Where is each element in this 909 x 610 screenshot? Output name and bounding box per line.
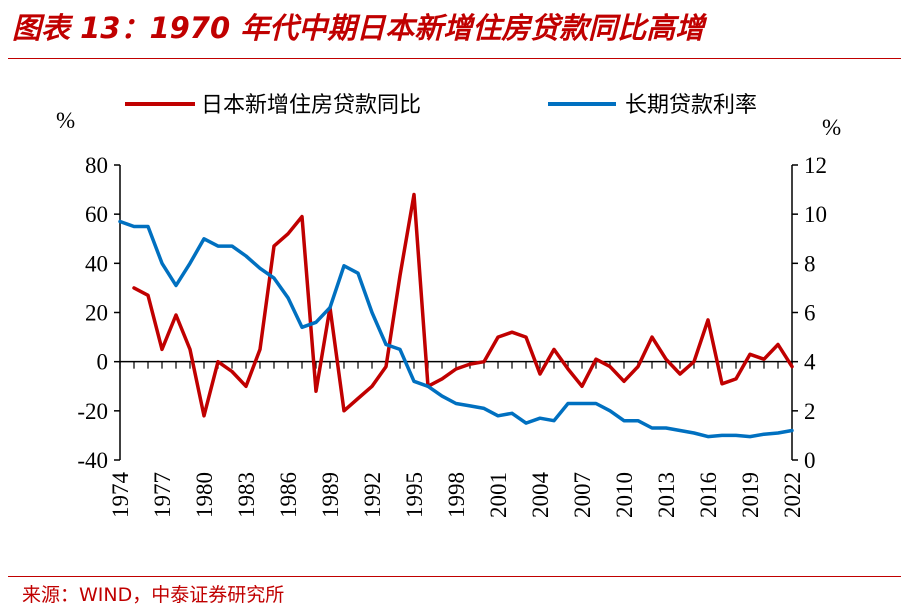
right-axis-tick-label: 12 — [804, 153, 827, 178]
right-axis-tick-label: 4 — [804, 350, 816, 375]
left-axis-tick-label: 20 — [85, 301, 108, 326]
right-axis-tick-label: 2 — [804, 399, 816, 424]
left-axis-tick-label: 80 — [85, 153, 108, 178]
left-axis-unit: % — [56, 108, 75, 133]
source-note: 来源：WIND，中泰证券研究所 — [22, 584, 285, 606]
chart-title: 图表 13：1970 年代中期日本新增住房贷款同比高增 — [12, 11, 705, 45]
x-axis-tick-label: 1992 — [360, 472, 385, 518]
x-axis-tick-label: 1989 — [318, 472, 343, 518]
chart-legend: 日本新增住房贷款同比 长期贷款利率 — [125, 93, 757, 118]
legend-label-loan-growth: 日本新增住房贷款同比 — [201, 93, 421, 118]
x-axis-tick-label: 1986 — [276, 472, 301, 518]
legend-label-long-term-rate: 长期贷款利率 — [625, 93, 757, 118]
x-axis-tick-label: 1983 — [234, 472, 259, 518]
x-axis-tick-label: 1974 — [108, 472, 133, 519]
right-axis-tick-label: 6 — [804, 301, 816, 326]
right-axis-unit: % — [822, 115, 841, 140]
right-axis-tick-label: 10 — [804, 202, 827, 227]
x-axis-tick-label: 2019 — [738, 472, 763, 518]
left-axis-tick-label: -20 — [77, 399, 108, 424]
x-axis-tick-label: 2004 — [528, 472, 553, 519]
left-axis-tick-label: 40 — [85, 251, 108, 276]
left-axis-tick-label: 60 — [85, 202, 108, 227]
x-axis-tick-label: 1998 — [444, 472, 469, 518]
series-line-loan-growth — [132, 192, 794, 418]
x-axis-tick-label: 1995 — [402, 472, 427, 518]
right-axis-tick-label: 0 — [804, 448, 816, 473]
x-axis-tick-label: 1980 — [192, 472, 217, 518]
chart-area: 日本新增住房贷款同比 长期贷款利率 % % 806040200-20-40121… — [56, 93, 841, 519]
x-axis-tick-label: 2022 — [780, 472, 805, 518]
left-axis-tick-label: 0 — [97, 350, 109, 375]
source-divider — [8, 576, 901, 577]
x-axis-tick-label: 2010 — [612, 472, 637, 518]
series-line-long-term-rate — [118, 219, 794, 439]
title-divider — [8, 58, 901, 59]
x-axis-tick-label: 2016 — [696, 472, 721, 518]
x-axis-tick-label: 2001 — [486, 472, 511, 518]
x-axis-tick-label: 2013 — [654, 472, 679, 518]
right-axis-tick-label: 8 — [804, 251, 816, 276]
x-axis-tick-label: 2007 — [570, 472, 595, 518]
x-axis-tick-label: 1977 — [150, 472, 175, 518]
left-axis-tick-label: -40 — [77, 448, 108, 473]
